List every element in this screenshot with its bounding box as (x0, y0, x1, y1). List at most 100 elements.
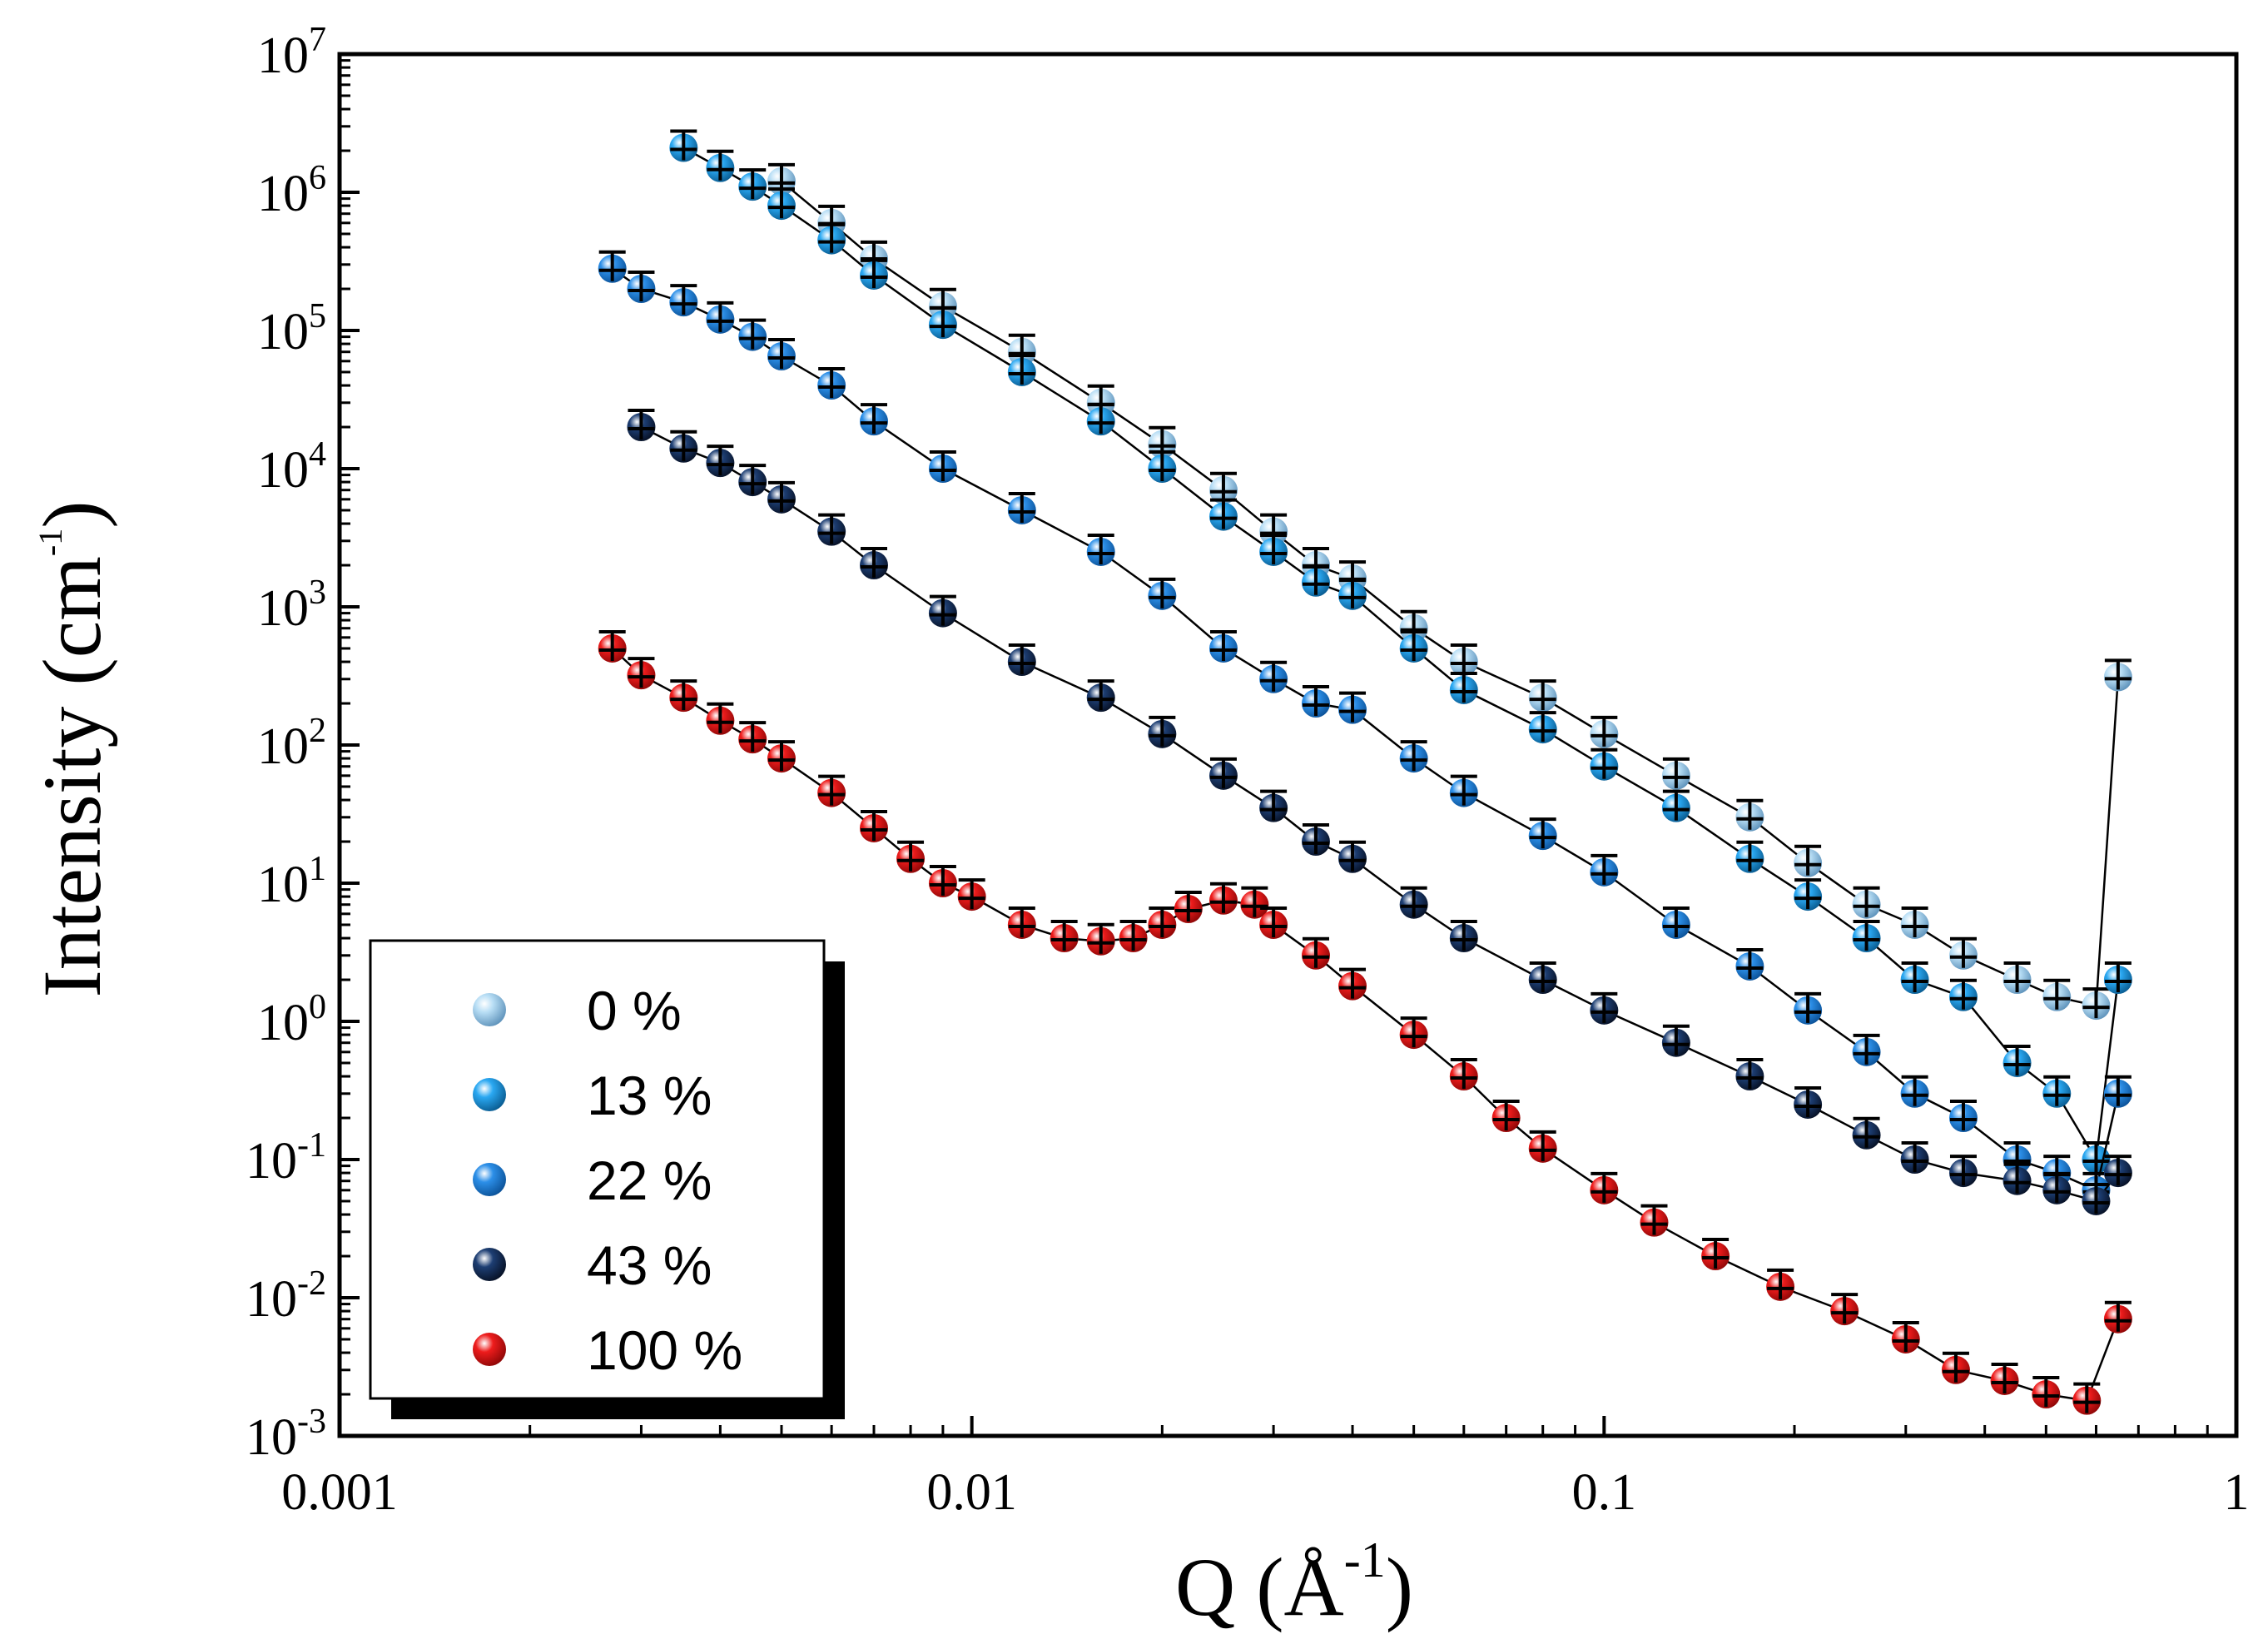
legend-label: 100 % (587, 1319, 742, 1381)
error-bar (1662, 789, 1690, 821)
error-bar (1901, 961, 1928, 993)
error-bar (1901, 906, 1928, 937)
error-bar (1087, 403, 1114, 435)
y-tick-label: 105 (257, 297, 326, 360)
error-bar (1008, 491, 1035, 523)
error-bar (1260, 660, 1288, 692)
error-bar (2104, 658, 2132, 690)
error-bar (1662, 906, 1690, 937)
error-bar (1901, 1075, 1928, 1106)
error-bar (670, 129, 697, 161)
error-bar (2003, 961, 2031, 993)
error-bar (1008, 353, 1035, 385)
error-bar (1736, 840, 1764, 872)
y-tick-label: 10-1 (246, 1126, 326, 1190)
error-bar (1591, 748, 1618, 779)
error-bar (818, 221, 846, 253)
x-tick-label: 1 (2224, 1464, 2250, 1521)
error-bar (1008, 643, 1035, 675)
error-bar (1339, 967, 1367, 999)
plot-frame (337, 52, 2239, 1438)
legend-label: 0 % (587, 980, 682, 1041)
legend-label: 43 % (587, 1234, 712, 1296)
error-bar (818, 367, 846, 399)
error-bar (1209, 629, 1237, 661)
y-tick-label: 10-3 (246, 1403, 326, 1466)
error-bar (2043, 978, 2071, 1010)
error-bar (1942, 1351, 1969, 1383)
error-bar (1949, 1155, 1977, 1186)
error-bar (739, 464, 767, 495)
error-bar (598, 629, 626, 661)
error-bar (1794, 991, 1822, 1023)
error-bar (707, 300, 734, 332)
series-1 (669, 129, 2132, 1174)
error-bar (818, 513, 846, 544)
error-bar (1400, 740, 1427, 772)
legend-marker (473, 1333, 506, 1366)
error-bar (2104, 961, 2132, 993)
error-bar (1400, 886, 1427, 917)
fit-line (640, 425, 2119, 1203)
error-bar (1149, 715, 1176, 747)
error-bar (767, 187, 795, 219)
error-bar (1591, 991, 1618, 1023)
x-tick-label: 0.01 (926, 1464, 1017, 1521)
error-bar (2043, 1171, 2071, 1203)
error-bar (1853, 920, 1880, 951)
y-tick-label: 106 (257, 159, 326, 222)
error-bar (1736, 798, 1764, 830)
error-bar (929, 865, 956, 896)
error-bar (739, 318, 767, 350)
error-bar (1529, 1130, 1556, 1161)
y-axis-title: Intensity (cm-1) (26, 500, 118, 997)
error-bar (1662, 757, 1690, 788)
legend-marker (473, 993, 506, 1026)
error-bar (739, 721, 767, 752)
error-bar (1339, 691, 1367, 723)
error-bar (1149, 906, 1176, 937)
error-bar (1174, 891, 1202, 922)
error-bar (860, 547, 887, 579)
legend-marker (473, 1163, 506, 1196)
error-bar (2043, 1075, 2071, 1106)
error-bar (1831, 1293, 1859, 1324)
series-4 (598, 629, 2132, 1415)
error-bar (1767, 1268, 1794, 1299)
fit-line (781, 180, 2120, 1007)
error-bar (1991, 1362, 2018, 1393)
x-tick-label: 0.001 (281, 1464, 398, 1521)
error-bar (1794, 878, 1822, 910)
error-bar (1853, 1033, 1880, 1065)
error-bar (2104, 1155, 2132, 1186)
error-bar (670, 284, 697, 315)
error-bar (1260, 906, 1288, 937)
error-bar (1794, 1085, 1822, 1117)
error-bar (1529, 711, 1556, 743)
x-tick-label: 0.1 (1572, 1464, 1637, 1521)
legend-item: 100 % (473, 1319, 742, 1381)
error-bar (1450, 774, 1477, 806)
error-bar (767, 480, 795, 512)
error-bar (1087, 679, 1114, 711)
error-bar (1794, 844, 1822, 876)
error-bar (860, 403, 887, 435)
legend-item: 22 % (473, 1150, 712, 1211)
error-bar (1853, 886, 1880, 917)
error-bar (1450, 643, 1477, 675)
error-bar (860, 809, 887, 841)
error-bar (1640, 1204, 1668, 1235)
error-bar (2082, 987, 2110, 1019)
error-bar (1087, 533, 1114, 564)
error-bar (628, 657, 655, 688)
error-bar (1302, 823, 1329, 855)
error-bar (1087, 922, 1114, 954)
y-tick-label: 102 (257, 712, 326, 775)
y-tick-label: 101 (257, 850, 326, 913)
error-bar (1853, 1116, 1880, 1148)
error-bar (707, 445, 734, 476)
error-bar (1949, 936, 1977, 968)
error-bar (1008, 906, 1035, 937)
error-bar (1339, 840, 1367, 872)
error-bar (1209, 757, 1237, 788)
